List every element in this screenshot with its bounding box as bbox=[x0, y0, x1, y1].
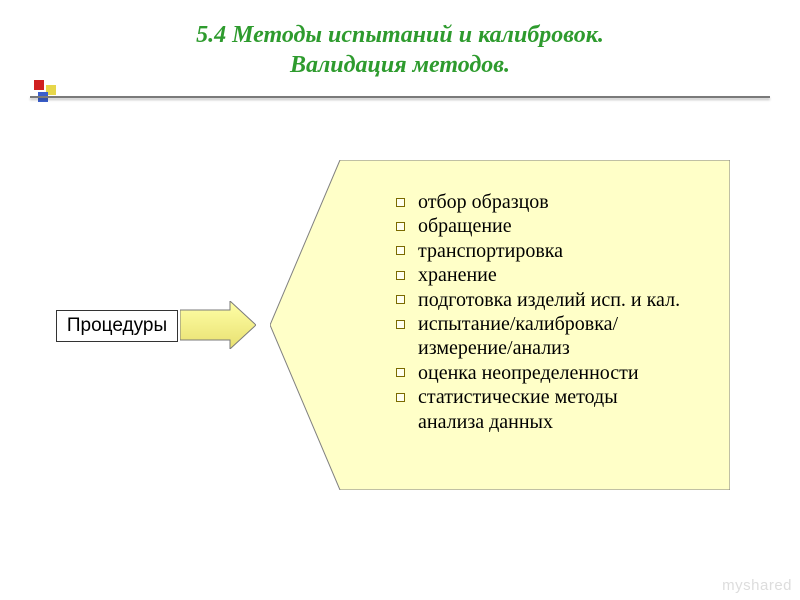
list-item: обращение bbox=[396, 214, 736, 238]
list-item: подготовка изделий исп. и кал. bbox=[396, 288, 736, 312]
leads-to-arrow-icon bbox=[180, 301, 256, 349]
procedures-label: Процедуры bbox=[67, 315, 167, 337]
title-line-2: Валидация методов. bbox=[0, 50, 800, 80]
title-bullet-ornament-icon bbox=[34, 80, 60, 102]
title-line-1: 5.4 Методы испытаний и калибровок. bbox=[0, 20, 800, 50]
list-item: испытание/калибровка/ bbox=[396, 312, 736, 336]
title-underline bbox=[30, 96, 770, 98]
list-item: хранение bbox=[396, 263, 736, 287]
watermark-text: myshared bbox=[722, 577, 792, 594]
procedures-box: Процедуры bbox=[56, 310, 178, 342]
procedures-list: отбор образцовобращениетранспортировкахр… bbox=[396, 190, 736, 434]
slide-title: 5.4 Методы испытаний и калибровок. Валид… bbox=[0, 20, 800, 80]
list-item: транспортировка bbox=[396, 239, 736, 263]
list-item: измерение/анализ bbox=[396, 336, 736, 360]
list-item: отбор образцов bbox=[396, 190, 736, 214]
list-item: оценка неопределенности bbox=[396, 361, 736, 385]
list-item: статистические методы bbox=[396, 385, 736, 409]
list-item: анализа данных bbox=[396, 410, 736, 434]
